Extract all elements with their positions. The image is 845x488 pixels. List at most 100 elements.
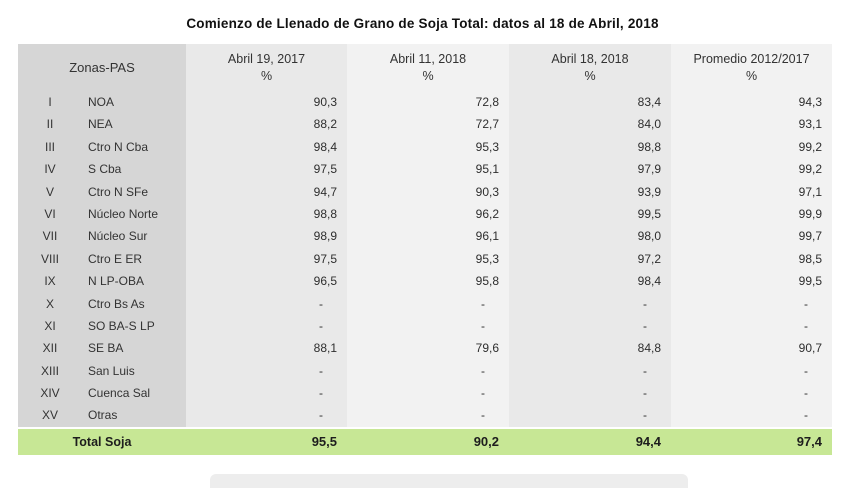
zone-name: San Luis	[88, 363, 135, 378]
value-cell: 84,8	[509, 337, 671, 360]
total-row: Total Soja 95,5 90,2 94,4 97,4	[18, 428, 832, 455]
value-cell: 96,1	[347, 225, 509, 248]
table-row: III Ctro N Cba 98,4 95,3 98,8 99,2	[18, 135, 832, 159]
zone-numeral: I	[48, 95, 52, 109]
page-title: Comienzo de Llenado de Grano de Soja Tot…	[186, 16, 659, 31]
zone-name: Otras	[88, 408, 118, 423]
total-value-cell: 97,4	[671, 428, 832, 455]
zone-name: SE BA	[88, 341, 124, 356]
value-cell: 98,8	[186, 202, 347, 226]
column-header-unit: %	[260, 68, 273, 83]
value-cell: 98,4	[509, 270, 671, 293]
value-cell: 88,1	[186, 337, 347, 360]
total-row-label-cell: Total Soja	[18, 428, 186, 455]
column-header-abril-19-2017: Abril 19, 2017 %	[186, 44, 347, 91]
zone-cell: XI SO BA-S LP	[18, 314, 186, 338]
value-cell: -	[671, 382, 832, 405]
value-cell: 96,2	[347, 202, 509, 226]
zone-cell: VIII Ctro E ER	[18, 247, 186, 271]
value-cell: 99,2	[671, 135, 832, 159]
zone-cell: X Ctro Bs As	[18, 292, 186, 315]
value-cell: 99,9	[671, 202, 832, 226]
table-row: VI Núcleo Norte 98,8 96,2 99,5 99,9	[18, 202, 832, 226]
zone-numeral: IV	[44, 162, 56, 177]
zone-cell: XII SE BA	[18, 337, 186, 360]
column-header-unit: %	[584, 68, 596, 83]
table-header: Zonas-PAS Abril 19, 2017 % Abril 11, 201…	[18, 44, 832, 91]
column-header-label: Promedio 2012/2017	[693, 51, 810, 66]
zone-numeral: X	[45, 296, 54, 311]
zone-numeral: XIV	[40, 386, 60, 401]
column-header-unit: %	[745, 68, 758, 83]
column-header-label: Abril 19, 2017	[227, 51, 306, 66]
table-body: I NOA 90,3 72,8 83,4 94,3 II NEA 88,2 72,7 84,0 93,…	[18, 91, 832, 427]
value-cell: -	[671, 404, 832, 427]
value-cell: 95,1	[347, 158, 509, 181]
table-row: V Ctro N SFe 94,7 90,3 93,9 97,1	[18, 180, 832, 203]
total-value-cell: 95,5	[186, 428, 347, 455]
value-cell: 90,7	[671, 337, 832, 360]
table-row: XI SO BA-S LP - - - -	[18, 314, 832, 338]
value-cell: -	[347, 382, 509, 405]
table-row: XV Otras - - - -	[18, 404, 832, 427]
value-cell: 94,7	[186, 180, 347, 203]
zone-numeral: XIII	[40, 363, 59, 378]
zone-name: Ctro Bs As	[88, 296, 145, 311]
table-row: I NOA 90,3 72,8 83,4 94,3	[18, 91, 832, 114]
zone-column-header: Zonas-PAS	[18, 44, 186, 91]
zone-cell: IX N LP-OBA	[18, 270, 186, 293]
column-header-abril-18-2018: Abril 18, 2018 %	[509, 44, 671, 91]
total-value-cell: 94,4	[509, 428, 671, 455]
zone-numeral: XV	[41, 408, 58, 423]
zone-numeral: VII	[42, 229, 58, 244]
value-cell: -	[347, 359, 509, 383]
total-value-cell: 90,2	[347, 428, 509, 455]
value-cell: -	[509, 382, 671, 405]
zone-numeral: III	[44, 139, 55, 154]
value-cell: 94,3	[671, 91, 832, 114]
column-header-label: Abril 18, 2018	[551, 51, 629, 66]
value-cell: 90,3	[186, 91, 347, 114]
value-cell: 90,3	[347, 180, 509, 203]
value-cell: -	[509, 359, 671, 383]
table-row: VIII Ctro E ER 97,5 95,3 97,2 98,5	[18, 247, 832, 271]
value-cell: 99,7	[671, 225, 832, 248]
value-cell: 99,2	[671, 158, 832, 181]
value-cell: -	[509, 292, 671, 315]
zone-numeral: II	[46, 117, 54, 132]
table-row: XIII San Luis - - - -	[18, 359, 832, 383]
value-cell: 98,0	[509, 225, 671, 248]
zone-name: Ctro N Cba	[88, 139, 149, 154]
zone-name: NOA	[88, 95, 115, 109]
value-cell: -	[347, 314, 509, 338]
value-cell: 98,4	[186, 135, 347, 159]
value-cell: 98,5	[671, 247, 832, 271]
zone-cell: VII Núcleo Sur	[18, 225, 186, 248]
table-row: VII Núcleo Sur 98,9 96,1 98,0 99,7	[18, 225, 832, 248]
table-row: X Ctro Bs As - - - -	[18, 292, 832, 315]
value-cell: 99,5	[509, 202, 671, 226]
zone-cell: V Ctro N SFe	[18, 180, 186, 203]
zone-name: Cuenca Sal	[88, 386, 151, 401]
zone-name: NEA	[88, 117, 113, 132]
zone-cell: II NEA	[18, 113, 186, 136]
zone-cell: IV S Cba	[18, 158, 186, 181]
value-cell: 97,5	[186, 158, 347, 181]
value-cell: 83,4	[509, 91, 671, 114]
value-cell: 96,5	[186, 270, 347, 293]
table-row: XIV Cuenca Sal - - - -	[18, 382, 832, 405]
value-cell: -	[509, 314, 671, 338]
value-cell: -	[186, 359, 347, 383]
zone-cell: III Ctro N Cba	[18, 135, 186, 159]
zone-numeral: XI	[44, 318, 56, 333]
value-cell: -	[186, 404, 347, 427]
column-header-promedio: Promedio 2012/2017 %	[671, 44, 832, 91]
value-cell: -	[186, 382, 347, 405]
soy-grain-filling-table: Zonas-PAS Abril 19, 2017 % Abril 11, 201…	[18, 44, 832, 455]
zone-numeral: IX	[44, 274, 56, 289]
zone-name: Núcleo Norte	[88, 206, 159, 221]
table-row: IX N LP-OBA 96,5 95,8 98,4 99,5	[18, 270, 832, 293]
value-cell: 97,2	[509, 247, 671, 271]
zone-numeral: VI	[44, 206, 56, 221]
value-cell: 95,8	[347, 270, 509, 293]
